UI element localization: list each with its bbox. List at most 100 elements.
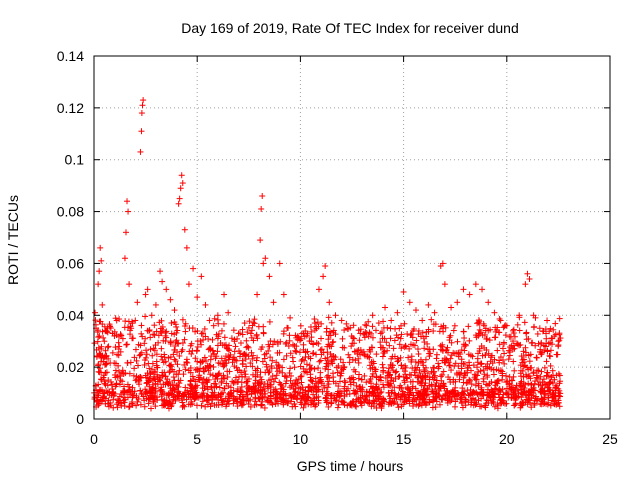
data-point <box>100 334 107 341</box>
data-point <box>415 350 422 357</box>
data-point <box>430 328 437 335</box>
data-point <box>143 351 150 358</box>
data-point <box>291 381 298 388</box>
data-point <box>506 380 513 387</box>
data-point <box>391 390 398 397</box>
data-point <box>158 325 165 332</box>
data-point <box>144 286 151 293</box>
data-point <box>526 275 533 282</box>
data-point <box>334 404 341 411</box>
data-point <box>241 367 248 374</box>
data-point <box>451 322 458 329</box>
data-point <box>270 378 277 385</box>
data-point <box>293 348 300 355</box>
data-point <box>534 367 541 374</box>
data-point <box>530 370 537 377</box>
data-point <box>520 348 527 355</box>
data-point <box>522 351 529 358</box>
x-tick-label: 25 <box>602 431 618 447</box>
data-point <box>382 374 389 381</box>
data-point <box>410 341 417 348</box>
data-point <box>138 128 145 135</box>
data-point <box>488 378 495 385</box>
data-point <box>292 403 299 410</box>
data-point <box>96 268 103 275</box>
data-point <box>201 354 208 361</box>
data-point <box>459 385 466 392</box>
data-point <box>254 354 261 361</box>
data-point <box>279 364 286 371</box>
data-point <box>334 390 341 397</box>
data-point <box>454 299 461 306</box>
data-point <box>234 403 241 410</box>
data-point <box>535 340 542 347</box>
data-point <box>520 356 527 363</box>
data-point <box>102 327 109 334</box>
data-point <box>514 386 521 393</box>
data-point <box>385 369 392 376</box>
data-point <box>315 323 322 330</box>
data-point <box>259 394 266 401</box>
data-point <box>394 309 401 316</box>
data-point <box>369 344 376 351</box>
data-point <box>267 382 274 389</box>
data-point <box>482 402 489 409</box>
axis-ticks: 0 0.02 0.04 0.06 0.08 0.1 0.12 0.14 0 5 10 15 20 25 <box>57 48 618 447</box>
data-point <box>300 346 307 353</box>
data-point <box>392 369 399 376</box>
data-point <box>152 403 159 410</box>
data-point <box>174 349 181 356</box>
data-point <box>101 390 108 397</box>
data-point <box>255 395 262 402</box>
data-point <box>231 379 238 386</box>
data-point <box>405 394 412 401</box>
data-point <box>415 402 422 409</box>
data-point <box>221 291 228 298</box>
data-point <box>269 357 276 364</box>
data-point <box>544 401 551 408</box>
data-point <box>437 384 444 391</box>
data-point <box>370 384 377 391</box>
data-point <box>341 401 348 408</box>
data-point <box>525 380 532 387</box>
data-point <box>476 403 483 410</box>
data-point <box>452 360 459 367</box>
data-point <box>510 338 517 345</box>
data-point <box>98 355 105 362</box>
data-point <box>547 353 554 360</box>
data-point <box>267 354 274 361</box>
data-point <box>194 358 201 365</box>
data-point <box>192 390 199 397</box>
data-point <box>137 387 144 394</box>
data-point <box>110 396 117 403</box>
data-point <box>134 362 141 369</box>
data-point <box>269 401 276 408</box>
data-point <box>466 376 473 383</box>
data-point <box>541 390 548 397</box>
data-point <box>185 401 192 408</box>
data-point <box>523 330 530 337</box>
data-point <box>532 393 539 400</box>
x-tick-label: 15 <box>396 431 412 447</box>
data-point <box>121 399 128 406</box>
data-point <box>428 388 435 395</box>
data-point <box>349 356 356 363</box>
data-point <box>374 386 381 393</box>
data-point <box>557 335 564 342</box>
data-point <box>239 361 246 368</box>
data-point <box>322 263 329 270</box>
data-point <box>138 110 145 117</box>
data-point <box>357 330 364 337</box>
data-point <box>171 356 178 363</box>
data-point <box>157 387 164 394</box>
data-point <box>421 345 428 352</box>
data-point <box>174 361 181 368</box>
data-point <box>316 358 323 365</box>
data-point <box>221 357 228 364</box>
y-tick-label: 0.06 <box>57 255 84 271</box>
data-point <box>465 323 472 330</box>
data-point <box>538 368 545 375</box>
data-point <box>179 403 186 410</box>
data-point <box>112 383 119 390</box>
